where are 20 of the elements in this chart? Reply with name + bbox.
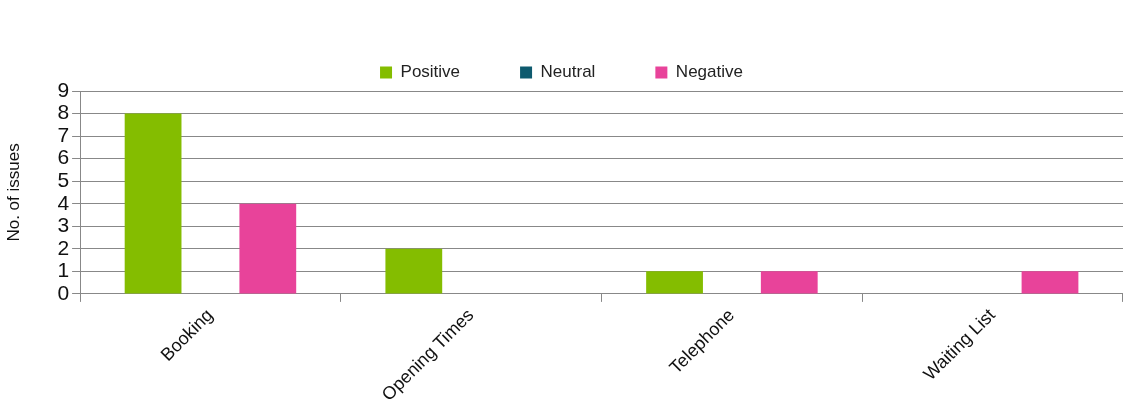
y-tick-label: 6	[57, 145, 70, 169]
y-tick-label: 3	[57, 213, 70, 237]
y-tick-label: 0	[57, 280, 70, 304]
y-tick-label: 7	[57, 122, 70, 146]
y-tick-label: 9	[57, 77, 70, 101]
bar	[760, 271, 818, 294]
y-tick-label: 1	[57, 258, 70, 282]
legend-label: Neutral	[540, 62, 596, 82]
y-axis-title: No. of issues	[3, 143, 23, 242]
legend-label: Negative	[675, 62, 743, 82]
y-tick-label: 4	[57, 190, 70, 214]
y-tick-label: 8	[57, 100, 70, 124]
legend-label: Positive	[400, 62, 461, 82]
bar	[385, 248, 443, 294]
bar	[124, 113, 182, 294]
y-tick-label: 2	[57, 235, 70, 259]
bar	[239, 203, 297, 294]
bar	[1021, 271, 1079, 294]
bar	[646, 271, 703, 294]
y-tick-label: 5	[57, 167, 70, 191]
